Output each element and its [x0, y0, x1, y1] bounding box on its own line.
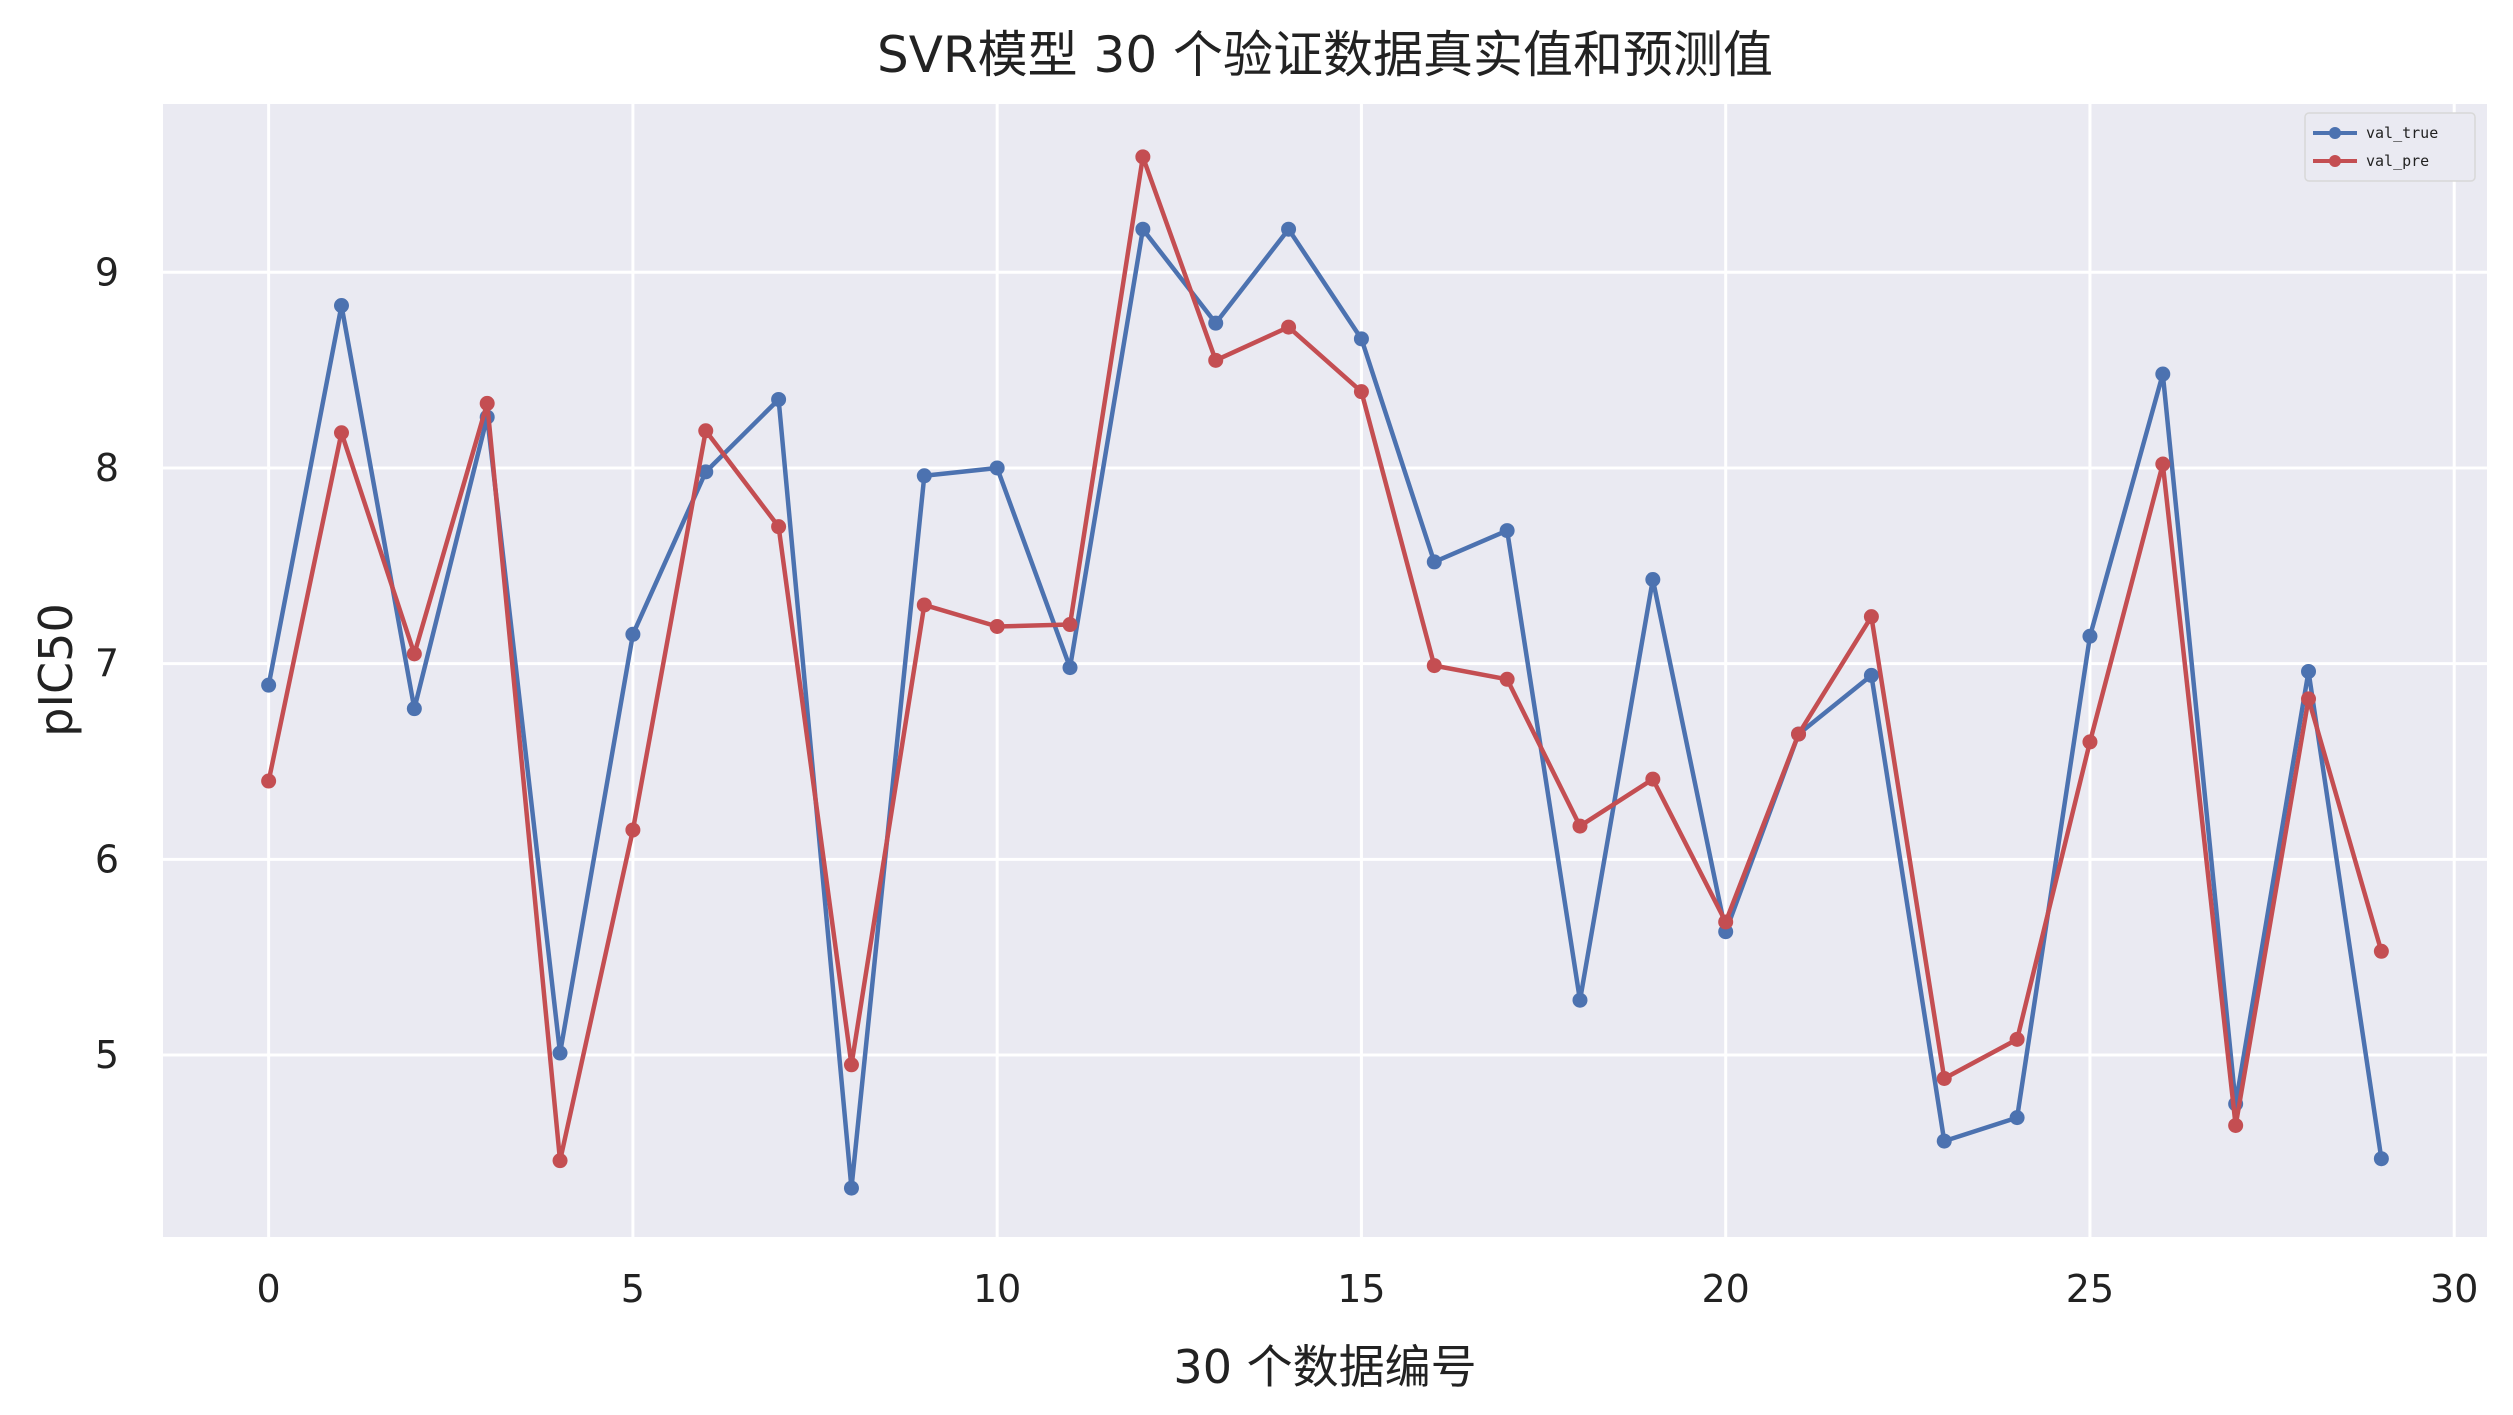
- data-point: [479, 395, 495, 411]
- data-point: [406, 646, 422, 662]
- data-point: [1718, 914, 1734, 930]
- x-tick-label: 10: [973, 1267, 1021, 1311]
- series-line-val_pre: [266, 154, 2384, 1163]
- data-point: [843, 1180, 859, 1196]
- data-point: [2155, 366, 2171, 382]
- data-point: [333, 298, 349, 314]
- data-point: [2009, 1031, 2025, 1047]
- data-point: [771, 519, 787, 535]
- x-axis-label: 30 个数据编号: [1173, 1340, 1476, 1394]
- data-point: [1353, 384, 1369, 400]
- data-point: [333, 425, 349, 441]
- data-point: [916, 597, 932, 613]
- x-tick-label: 0: [257, 1267, 281, 1311]
- x-tick-label: 5: [621, 1267, 645, 1311]
- data-point: [2373, 943, 2389, 959]
- series-layer: [261, 149, 2389, 1196]
- data-point: [2228, 1117, 2244, 1133]
- data-point: [698, 464, 714, 480]
- legend-label: val_pre: [2366, 152, 2429, 170]
- data-point: [2082, 734, 2098, 750]
- data-point: [1208, 352, 1224, 368]
- data-point: [1135, 221, 1151, 237]
- data-point: [1499, 671, 1515, 687]
- data-point: [1281, 319, 1297, 335]
- data-point: [1936, 1070, 1952, 1086]
- data-point: [1062, 617, 1078, 633]
- data-point: [1353, 331, 1369, 347]
- legend-marker-val_true: [2329, 127, 2341, 139]
- legend: val_true val_pre: [2304, 112, 2476, 182]
- data-point: [406, 701, 422, 717]
- data-point: [261, 677, 277, 693]
- data-point: [1426, 554, 1442, 570]
- data-point: [1281, 221, 1297, 237]
- x-tick-label: 30: [2430, 1267, 2478, 1311]
- data-point: [552, 1045, 568, 1061]
- series-line-val_true: [266, 226, 2384, 1191]
- data-point: [989, 618, 1005, 634]
- data-point: [1936, 1133, 1952, 1149]
- data-point: [1135, 149, 1151, 165]
- series-val_pre: [261, 149, 2389, 1169]
- data-point: [1863, 609, 1879, 625]
- y-axis-label: pIC50: [29, 603, 83, 736]
- data-point: [1499, 523, 1515, 539]
- chart-title: SVR模型 30 个验证数据真实值和预测值: [877, 26, 1773, 84]
- data-point: [1062, 660, 1078, 676]
- data-point: [2301, 663, 2317, 679]
- legend-marker-val_pre: [2329, 155, 2341, 167]
- data-point: [2082, 628, 2098, 644]
- data-point: [1426, 658, 1442, 674]
- data-point: [1572, 992, 1588, 1008]
- y-tick-label: 6: [95, 837, 119, 881]
- data-point: [2009, 1110, 2025, 1126]
- data-point: [989, 460, 1005, 476]
- y-tick-label: 5: [95, 1033, 119, 1077]
- data-point: [771, 391, 787, 407]
- data-point: [1645, 771, 1661, 787]
- y-tick-label: 8: [95, 446, 119, 490]
- x-tick-label: 15: [1337, 1267, 1385, 1311]
- data-point: [625, 822, 641, 838]
- x-tick-label: 20: [1702, 1267, 1750, 1311]
- x-tick-label: 25: [2066, 1267, 2114, 1311]
- data-point: [1791, 726, 1807, 742]
- series-val_true: [261, 221, 2389, 1196]
- data-point: [2301, 691, 2317, 707]
- data-point: [552, 1153, 568, 1169]
- data-point: [1645, 572, 1661, 588]
- data-point: [1863, 667, 1879, 683]
- legend-label: val_true: [2366, 124, 2438, 142]
- data-point: [261, 773, 277, 789]
- data-point: [1572, 818, 1588, 834]
- data-point: [625, 626, 641, 642]
- data-point: [2155, 456, 2171, 472]
- data-point: [843, 1057, 859, 1073]
- data-point: [698, 423, 714, 439]
- y-tick-label: 9: [95, 250, 119, 294]
- data-point: [1208, 315, 1224, 331]
- legend-box: [2304, 112, 2476, 182]
- data-point: [916, 468, 932, 484]
- data-point: [2373, 1151, 2389, 1167]
- tick-labels: 0 5 10 15 20 25 30 5 6 7 8 9: [95, 250, 2479, 1311]
- y-tick-label: 7: [95, 642, 119, 686]
